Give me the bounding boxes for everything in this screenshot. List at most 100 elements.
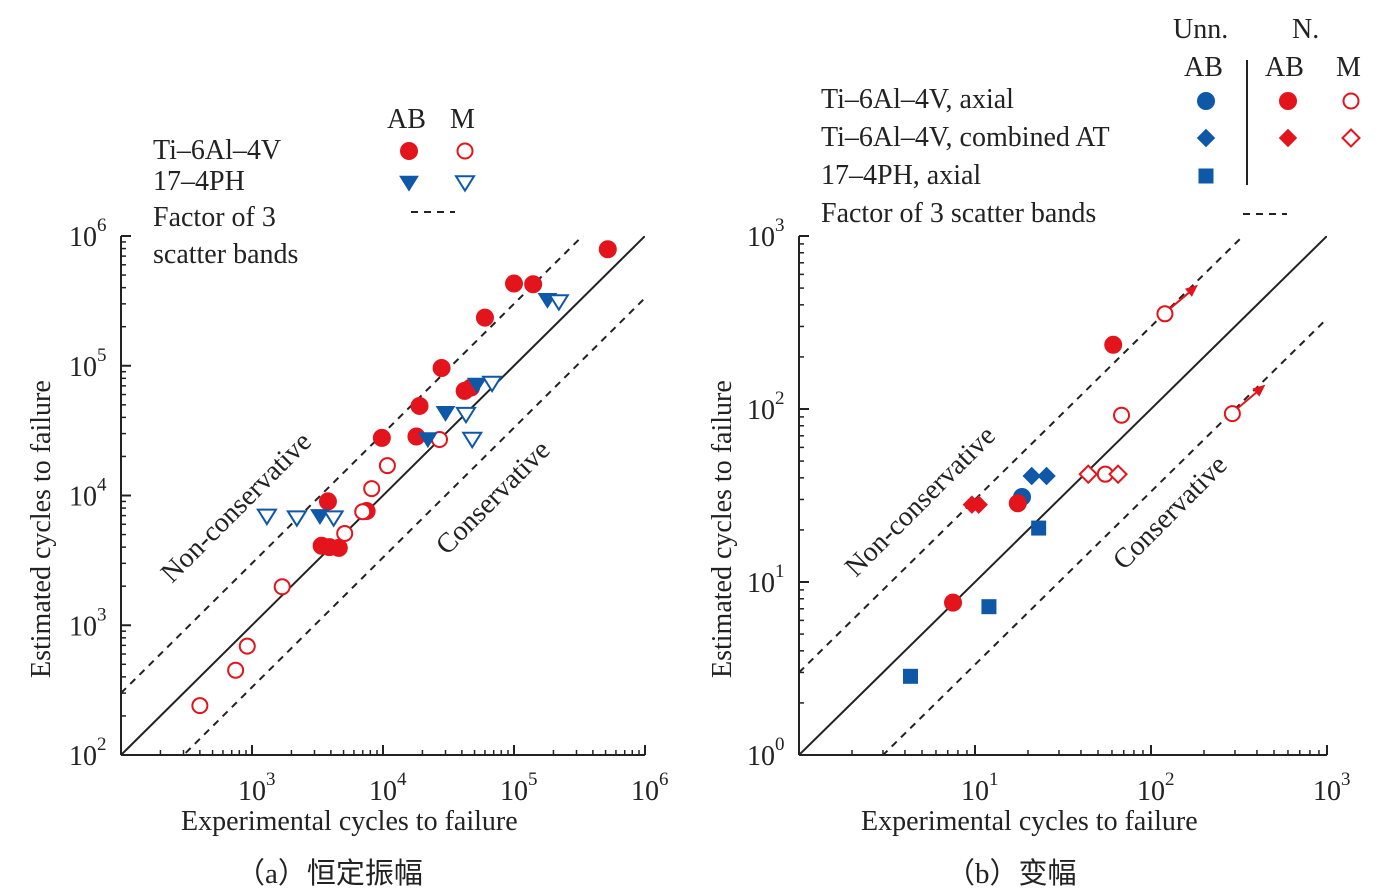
legend-marker bbox=[456, 142, 474, 160]
data-point bbox=[1104, 335, 1123, 354]
legend-marker bbox=[1196, 128, 1216, 148]
one-to-one-line bbox=[799, 236, 1327, 755]
y-tick-exponent: 3 bbox=[775, 215, 785, 236]
data-point bbox=[505, 274, 523, 293]
y-tick-exponent: 2 bbox=[775, 388, 785, 409]
runout-arrow bbox=[1237, 390, 1259, 409]
panel-b-legend-combined: Ti–6Al–4V, combined AT bbox=[821, 122, 1110, 153]
panel-a-legend-ti: Ti–6Al–4V bbox=[153, 135, 282, 166]
data-point bbox=[944, 593, 963, 612]
panel-a-xlabel: Experimental cycles to failure bbox=[181, 806, 518, 837]
runout-arrowhead bbox=[1184, 284, 1198, 297]
x-tick-label: 10 bbox=[961, 776, 989, 807]
data-point bbox=[524, 275, 543, 294]
data-point bbox=[969, 495, 988, 514]
data-point bbox=[310, 509, 330, 526]
y-tick-label: 10 bbox=[69, 741, 97, 772]
panel-b-subtitle: （b）变幅 bbox=[946, 858, 1077, 890]
y-tick-exponent: 3 bbox=[97, 604, 107, 625]
panel-b-legend-axial: Ti–6Al–4V, axial bbox=[821, 84, 1014, 115]
panel-b-xlabel: Experimental cycles to failure bbox=[861, 806, 1198, 837]
panel-b-legend-col-m: M bbox=[1336, 52, 1361, 83]
y-tick-label: 10 bbox=[747, 395, 775, 426]
data-point bbox=[1008, 494, 1027, 513]
data-point bbox=[417, 432, 438, 449]
scatter-band-line bbox=[799, 236, 1245, 674]
data-point bbox=[318, 492, 337, 511]
data-point bbox=[548, 294, 570, 312]
panel-a-legend-col-ab: AB bbox=[387, 104, 426, 135]
legend-marker bbox=[1278, 128, 1298, 148]
data-point bbox=[1113, 406, 1131, 424]
x-tick-exponent: 2 bbox=[1165, 769, 1175, 790]
x-tick-exponent: 3 bbox=[266, 769, 276, 790]
x-tick-label: 10 bbox=[1313, 776, 1341, 807]
annotation-non-conservative: Non-conservative bbox=[155, 426, 318, 589]
y-tick-label: 10 bbox=[747, 741, 775, 772]
x-tick-label: 10 bbox=[238, 776, 266, 807]
legend-marker bbox=[1197, 92, 1215, 110]
data-point bbox=[336, 524, 354, 542]
series-3 bbox=[256, 294, 570, 528]
legend-marker bbox=[1341, 128, 1361, 148]
panel-b-ylabel: Estimated cycles to failure bbox=[707, 380, 738, 678]
data-point bbox=[322, 510, 345, 528]
data-point bbox=[286, 510, 308, 528]
data-point bbox=[378, 457, 396, 475]
data-point bbox=[598, 240, 617, 259]
data-point bbox=[481, 375, 503, 394]
legend-marker bbox=[1279, 92, 1297, 110]
x-tick-label: 10 bbox=[500, 776, 528, 807]
series-6 bbox=[902, 520, 1047, 684]
data-point bbox=[461, 431, 484, 450]
data-point bbox=[372, 428, 391, 447]
x-tick-label: 10 bbox=[631, 776, 659, 807]
data-point bbox=[902, 668, 918, 684]
data-point bbox=[1223, 405, 1241, 423]
series-1 bbox=[944, 335, 1123, 612]
y-tick-label: 10 bbox=[747, 568, 775, 599]
annotation-conservative: Conservative bbox=[430, 435, 556, 561]
x-tick-exponent: 5 bbox=[528, 769, 538, 790]
data-point bbox=[1108, 464, 1128, 485]
panel-a-legend-174ph: 17–4PH bbox=[153, 166, 245, 197]
data-point bbox=[432, 359, 451, 378]
data-point bbox=[410, 396, 429, 415]
data-point bbox=[191, 697, 209, 715]
panel-b-legend-group-unn: Unn. bbox=[1173, 14, 1229, 45]
data-point bbox=[1156, 305, 1174, 323]
panel-a-legend-col-m: M bbox=[450, 104, 475, 135]
data-point bbox=[256, 508, 278, 526]
panel-b-legend-col-ab2: AB bbox=[1265, 52, 1304, 83]
data-point bbox=[1022, 466, 1041, 486]
y-tick-label: 10 bbox=[747, 222, 775, 253]
runout-arrow bbox=[1170, 291, 1191, 309]
series-3 bbox=[1022, 466, 1056, 486]
x-tick-label: 10 bbox=[369, 776, 397, 807]
data-point bbox=[1078, 464, 1099, 485]
data-point bbox=[273, 578, 291, 596]
data-point bbox=[238, 637, 256, 655]
y-tick-label: 10 bbox=[69, 352, 97, 383]
series-5 bbox=[1078, 464, 1128, 485]
y-tick-exponent: 5 bbox=[97, 345, 107, 366]
legend-marker bbox=[454, 175, 476, 193]
data-point bbox=[981, 599, 997, 615]
x-tick-exponent: 6 bbox=[659, 769, 669, 790]
y-tick-exponent: 1 bbox=[775, 561, 785, 582]
data-point bbox=[354, 503, 372, 521]
data-point bbox=[455, 406, 477, 425]
panel-a-subtitle: （a）恒定振幅 bbox=[236, 858, 423, 890]
legend-marker bbox=[1198, 168, 1214, 184]
reference-lines bbox=[799, 236, 1327, 755]
data-point bbox=[227, 661, 245, 679]
legend-marker bbox=[399, 175, 419, 192]
data-point bbox=[363, 480, 381, 498]
y-tick-exponent: 0 bbox=[775, 734, 785, 755]
legend-marker bbox=[400, 142, 418, 160]
data-point bbox=[475, 308, 494, 327]
scatter-band-line bbox=[182, 297, 645, 755]
data-point bbox=[466, 377, 487, 394]
legend-markers bbox=[399, 142, 476, 213]
